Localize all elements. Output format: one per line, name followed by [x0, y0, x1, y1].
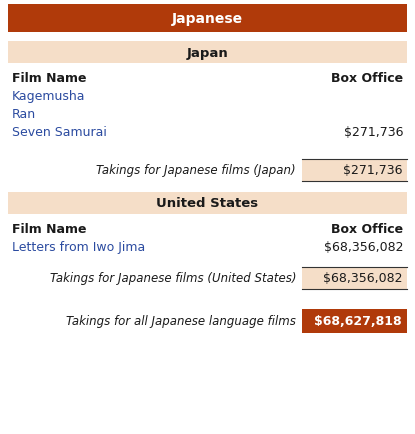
Text: Film Name: Film Name	[12, 223, 86, 236]
Bar	[8, 5, 407, 33]
Text: Japanese: Japanese	[172, 12, 243, 26]
Text: United States: United States	[156, 197, 259, 210]
Text: Box Office: Box Office	[331, 72, 403, 85]
Text: $271,736: $271,736	[344, 126, 403, 139]
Text: $271,736: $271,736	[342, 164, 402, 177]
Text: Film Name: Film Name	[12, 72, 86, 85]
Bar	[8, 193, 407, 214]
Text: Takings for Japanese films (United States): Takings for Japanese films (United State…	[49, 272, 296, 285]
Text: $68,356,082: $68,356,082	[322, 272, 402, 285]
Text: Seven Samurai: Seven Samurai	[12, 126, 107, 139]
Text: Takings for all Japanese language films: Takings for all Japanese language films	[66, 315, 296, 328]
Bar	[302, 160, 407, 181]
Text: Box Office: Box Office	[331, 223, 403, 236]
Text: Takings for Japanese films (Japan): Takings for Japanese films (Japan)	[96, 164, 296, 177]
Text: Japan: Japan	[187, 46, 228, 59]
Text: Ran: Ran	[12, 108, 36, 121]
Text: Letters from Iwo Jima: Letters from Iwo Jima	[12, 240, 145, 253]
Bar	[302, 267, 407, 289]
Bar	[302, 309, 407, 333]
Text: Kagemusha: Kagemusha	[12, 90, 85, 103]
Text: $68,627,818: $68,627,818	[315, 315, 402, 328]
Text: $68,356,082: $68,356,082	[324, 240, 403, 253]
Bar	[8, 42, 407, 64]
